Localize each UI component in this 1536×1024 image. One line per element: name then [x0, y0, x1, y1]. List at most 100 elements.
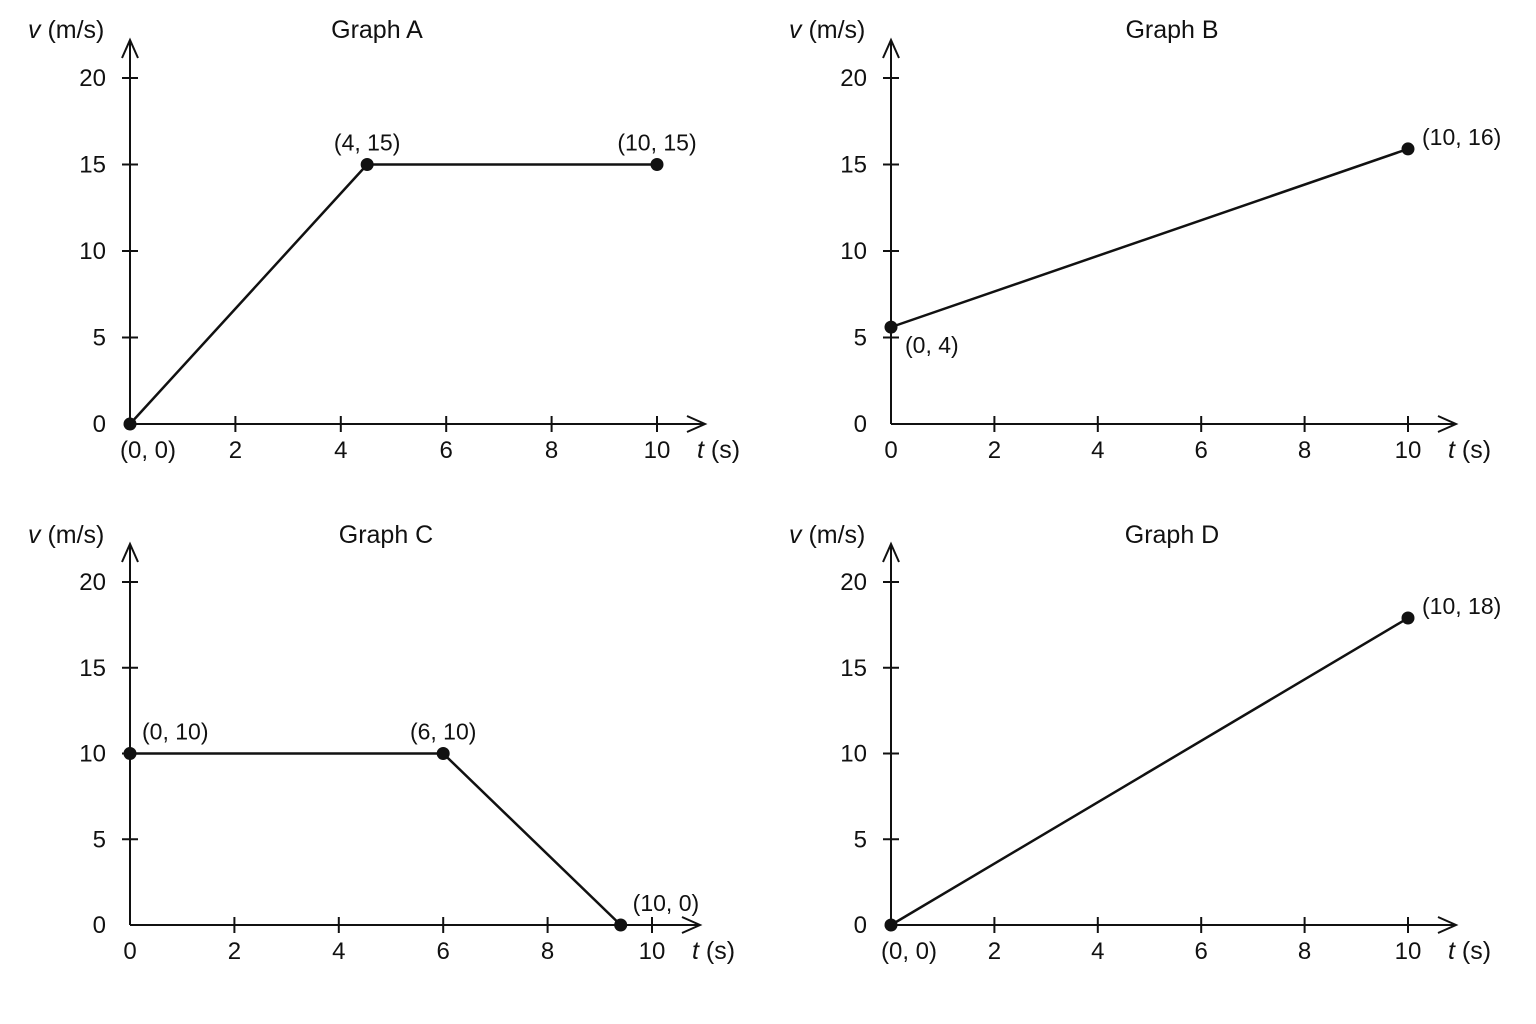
series-line	[890, 616, 1409, 927]
x-tick-label: 4	[332, 938, 345, 965]
point-annotation: (0, 4)	[905, 332, 959, 358]
x-tick-label: 10	[644, 437, 671, 464]
y-axis-label-unit: (m/s)	[802, 16, 866, 44]
data-point	[360, 158, 374, 171]
x-tick-label: 6	[437, 938, 450, 965]
y-axis-arrow	[121, 541, 139, 563]
y-axis-label-unit: (m/s)	[802, 521, 866, 549]
y-tick-label: 0	[93, 912, 106, 939]
x-tick-label: 6	[440, 437, 453, 464]
y-tick-label: 0	[854, 411, 867, 438]
y-tick-label: 5	[854, 826, 867, 853]
x-axis-label-var: t	[692, 937, 700, 965]
x-tick-label: 8	[1298, 938, 1311, 965]
data-point	[1401, 611, 1415, 625]
x-tick-label: 4	[334, 437, 347, 464]
y-axis-label-unit: (m/s)	[41, 521, 105, 549]
x-tick-label: 10	[1395, 938, 1422, 965]
chart-title: Graph B	[1125, 16, 1218, 44]
x-tick-label: 0	[123, 938, 136, 965]
data-point	[1401, 142, 1415, 156]
x-tick-label: 2	[988, 938, 1001, 965]
y-tick-label: 20	[840, 65, 867, 92]
data-point	[436, 747, 450, 760]
y-tick-label: 10	[79, 238, 106, 265]
y-tick-label: 10	[840, 741, 867, 768]
data-point	[614, 918, 628, 932]
y-tick-label: 5	[93, 826, 106, 853]
x-tick-label: 10	[1395, 437, 1422, 464]
y-tick-label: 5	[854, 325, 867, 352]
y-axis-label: v (m/s)	[789, 16, 865, 44]
x-axis-label-unit: (s)	[1455, 436, 1491, 464]
chart-title: Graph A	[331, 16, 423, 44]
x-tick-label: 2	[229, 437, 242, 464]
y-axis-label-unit: (m/s)	[41, 16, 105, 44]
series-line	[129, 163, 657, 425]
x-tick-label: 8	[545, 437, 558, 464]
point-annotation: (10, 18)	[1422, 593, 1501, 619]
y-axis-label-var: v	[789, 521, 803, 549]
y-axis-label-var: v	[28, 521, 42, 549]
chart-panel-3: 0 5 10 15 20 0 2 4 6 8 10 Graph C v (m/s) t (s) (0, 10…	[28, 521, 735, 965]
x-axis-label: t (s)	[697, 436, 740, 464]
x-axis-label-var: t	[1448, 436, 1456, 464]
point-annotation: (6, 10)	[410, 719, 476, 745]
y-axis-arrow	[882, 37, 900, 59]
y-tick-label: 20	[840, 569, 867, 596]
point-annotation: (4, 15)	[334, 130, 400, 156]
y-axis-label-var: v	[789, 16, 803, 44]
data-point	[123, 417, 137, 431]
x-axis-label-unit: (s)	[1455, 937, 1491, 965]
point-annotation: (10, 0)	[633, 890, 699, 916]
x-axis-arrow	[681, 916, 703, 934]
data-point	[123, 747, 137, 760]
series-line	[890, 147, 1409, 329]
y-tick-label: 10	[840, 238, 867, 265]
x-axis-arrow	[686, 415, 708, 433]
data-point	[884, 918, 898, 932]
y-tick-label: 15	[840, 152, 867, 179]
x-tick-label: (0, 0)	[120, 437, 176, 464]
x-tick-label: 4	[1091, 437, 1104, 464]
y-tick-label: 15	[79, 655, 106, 682]
series-line	[130, 752, 622, 926]
y-tick-label: 10	[79, 741, 106, 768]
y-tick-label: 15	[79, 152, 106, 179]
y-tick-label: 20	[79, 65, 106, 92]
x-tick-label: 2	[228, 938, 241, 965]
chart-title: Graph D	[1125, 521, 1219, 549]
y-tick-label: 0	[854, 912, 867, 939]
x-axis-label-unit: (s)	[699, 937, 735, 965]
chart-panel-2: 0 5 10 15 20 0 2 4 6 8 10 Graph B v (m/s) t (s) (0, 4)…	[789, 16, 1501, 464]
data-point	[884, 320, 898, 334]
x-axis-label-var: t	[697, 436, 705, 464]
point-annotation: (10, 16)	[1422, 124, 1501, 150]
x-tick-label: 6	[1195, 938, 1208, 965]
x-tick-label: 0	[884, 437, 897, 464]
y-tick-label: 5	[93, 325, 106, 352]
y-tick-label: 15	[840, 655, 867, 682]
x-axis-label-unit: (s)	[704, 436, 740, 464]
x-axis-label: t (s)	[1448, 436, 1491, 464]
y-axis-arrow	[882, 541, 900, 563]
point-annotation: (0, 10)	[142, 719, 208, 745]
x-axis-label-var: t	[1448, 937, 1456, 965]
x-tick-label: 2	[988, 437, 1001, 464]
x-tick-label: 8	[1298, 437, 1311, 464]
y-tick-label: 20	[79, 569, 106, 596]
y-axis-label: v (m/s)	[28, 521, 104, 549]
x-axis-label: t (s)	[1448, 937, 1491, 965]
y-axis-label: v (m/s)	[28, 16, 104, 44]
x-tick-label: 8	[541, 938, 554, 965]
x-tick-label: (0, 0)	[881, 938, 937, 965]
x-tick-label: 10	[639, 938, 666, 965]
x-axis-label: t (s)	[692, 937, 735, 965]
chart-title: Graph C	[339, 521, 433, 549]
x-tick-label: 4	[1091, 938, 1104, 965]
data-point	[650, 158, 664, 171]
x-axis-arrow	[1437, 916, 1459, 934]
